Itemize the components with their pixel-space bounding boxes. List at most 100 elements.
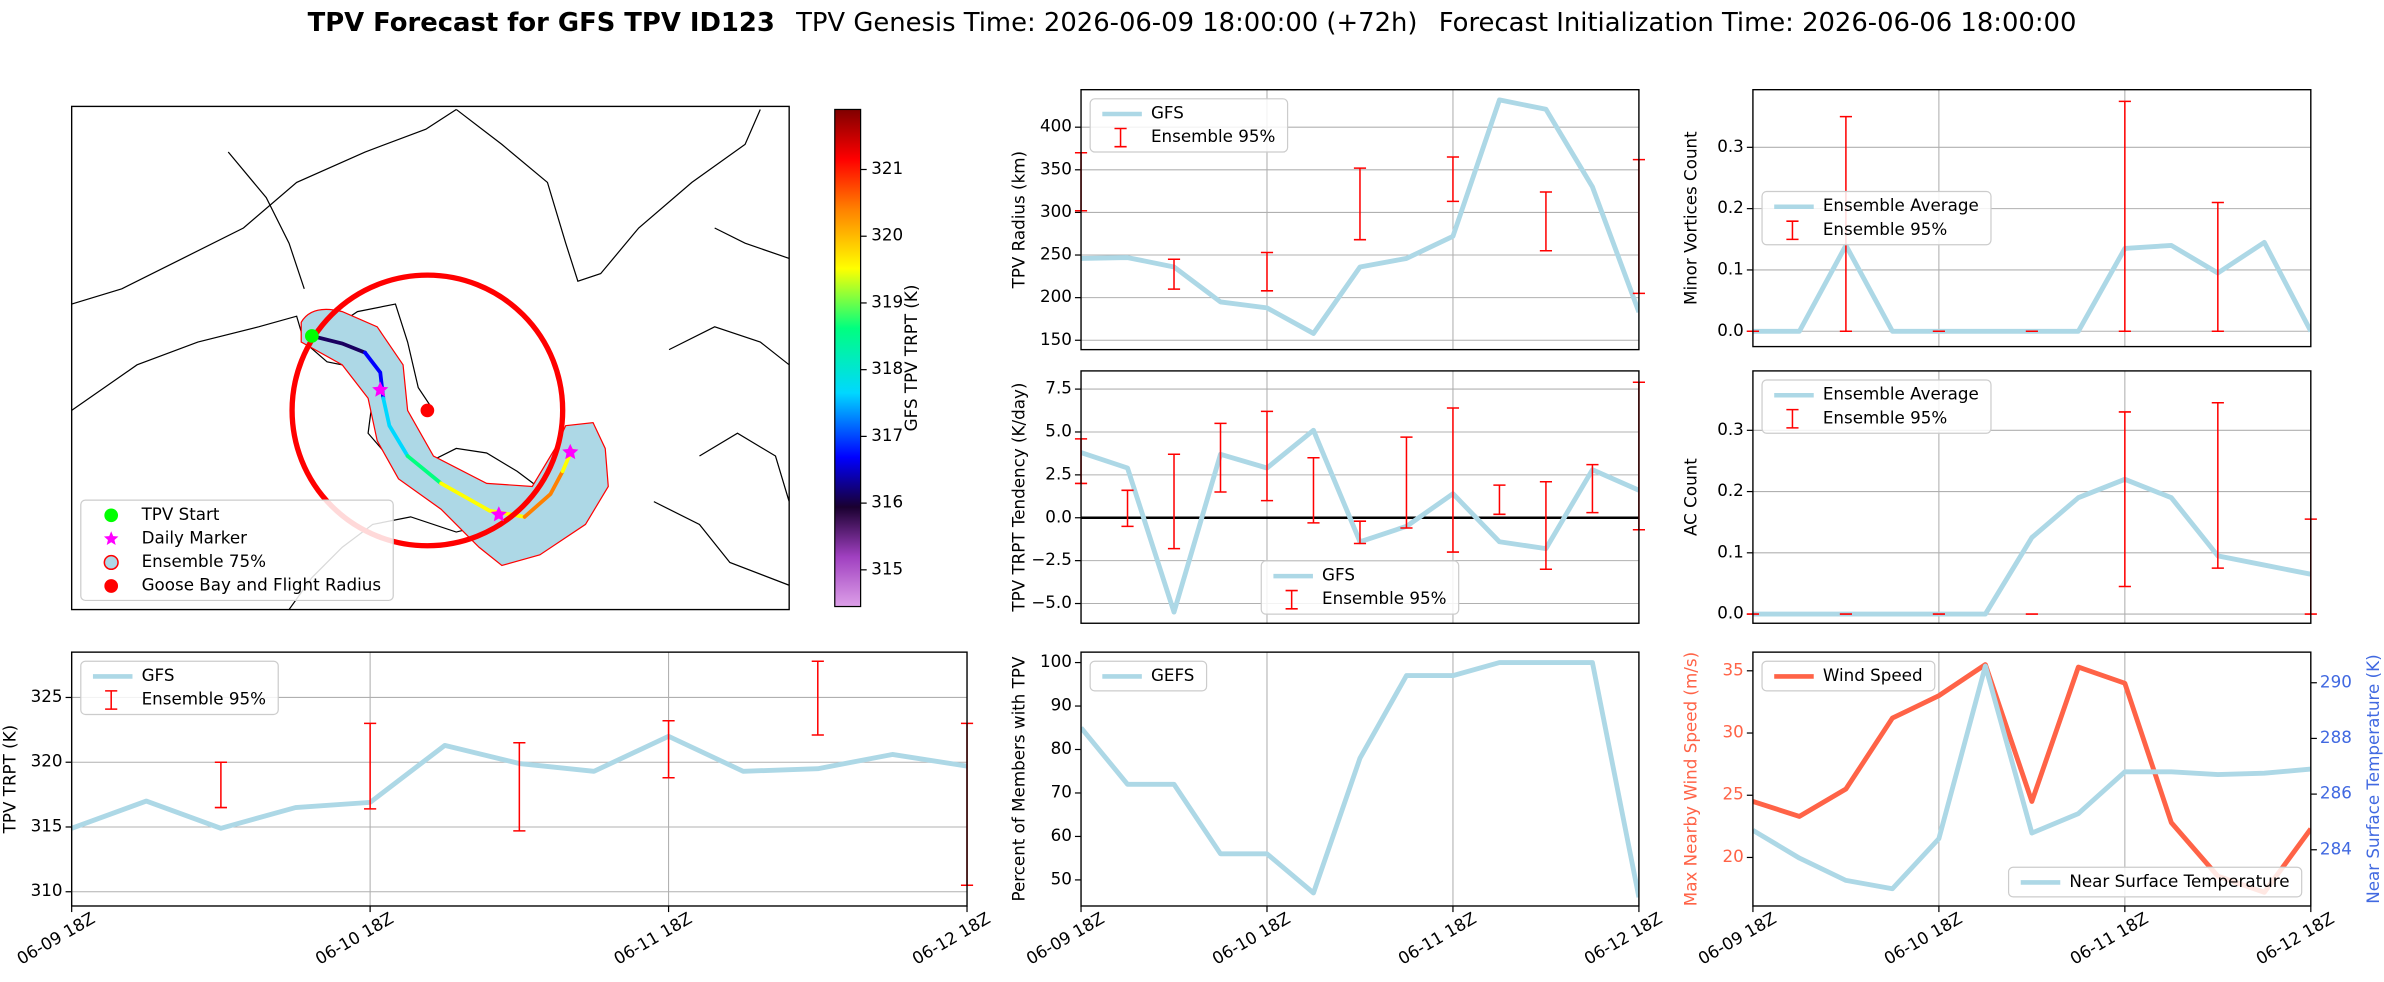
y-tick-label: 0.3 [1717,419,1744,439]
y-axis-label: TPV Radius (km) [1009,151,1029,289]
legend-label: Ensemble 95% [1151,126,1275,146]
error-bar [1167,453,1181,550]
line [1752,476,2311,617]
coast [714,227,790,259]
error-bar [1539,191,1553,252]
error-bar [1539,480,1553,570]
error-bar [2211,401,2224,569]
axes-frame [1080,89,1640,351]
error-bar [1400,436,1413,529]
y-tick-label: 150 [1040,329,1072,349]
legend: GEFS [1089,660,1208,692]
coast [699,432,790,502]
error-bar [811,660,824,736]
colorbar-tick-label: 315 [871,558,903,578]
error-bar [2211,201,2224,333]
error-bar [1353,520,1367,545]
title-main: TPV Forecast for GFS TPV ID123 [308,7,775,37]
legend-label: Goose Bay and Flight Radius [142,575,381,595]
colorbar-label: GFS TPV TRPT (K) [901,285,921,432]
legend: TPV Start Daily Marker Ensemble 75% Goose B… [80,499,394,602]
track-segment [405,454,443,486]
error-bar [1121,489,1134,528]
error-bar [1493,484,1506,516]
colorbar-tick-label: 318 [871,358,903,378]
legend-handle [1114,127,1127,148]
error-bar [1260,410,1274,502]
y-tick-label: 25 [1723,784,1744,804]
y-axis-label: Minor Vortices Count [1681,131,1701,305]
legend-box [1761,660,1936,692]
track-segment [309,334,367,355]
legend-label: GFS [1151,103,1184,123]
line [1081,660,1639,898]
legend-handle [1786,408,1799,429]
legend-handle [1285,589,1298,610]
border [227,151,305,290]
y-tick-label: 0.1 [1717,258,1744,278]
colorbar-tick-label: 316 [871,492,903,512]
y-axis-label: TPV TRPT Tendency (K/day) [1009,383,1029,613]
legend-box [1761,190,1992,246]
legend: GFS Ensemble 95% [80,660,279,716]
y2-tick-label: 290 [2320,671,2352,691]
y-tick-label: 0.2 [1717,480,1744,500]
x-tick-label: 06-11 18Z [1394,908,1479,969]
legend-handle [103,531,119,546]
y-tick-label: 0.0 [1717,320,1744,340]
y-tick-label: 100 [1040,651,1072,671]
y2-axis-label: Near Surface Temperature (K) [2363,654,2383,903]
y-axis-label: TPV TRPT (K) [0,725,19,835]
colorbar-tick-label: 319 [871,291,903,311]
y-tick-label: 0.1 [1717,541,1744,561]
error-bar [1214,422,1227,493]
legend-label: Ensemble 95% [142,689,266,709]
colorbar [834,108,862,608]
legend-handle [104,508,119,523]
x-tick-label: 06-11 18Z [2066,908,2151,969]
error-bar [2118,411,2131,588]
y-tick-label: 70 [1051,781,1072,801]
error-bar [1446,156,1460,203]
legend: Near Surface Temperature [2007,866,2303,898]
y-tick-label: 0.3 [1717,136,1744,156]
coastlines [71,108,790,610]
x-tick-label: 06-09 18Z [1023,908,1108,969]
y-tick-label: 20 [1723,846,1744,866]
x-tick-label: 06-09 18Z [1694,908,1779,969]
legend-label: GEFS [1151,665,1194,685]
colorbar-tick-label: 320 [871,225,903,245]
y2-tick-label: 288 [2320,727,2352,747]
x-tick-label: 06-10 18Z [312,908,397,969]
error-bar [1586,463,1599,514]
flight-radius [289,272,566,549]
x-tick-label: 06-10 18Z [1880,908,1965,969]
error-bar [513,742,526,832]
y-tick-label: 350 [1040,158,1072,178]
legend-box [2007,866,2303,898]
daily-marker [372,381,389,397]
error-bar [1167,258,1181,290]
error-bar [1353,167,1367,241]
legend-handle [103,554,119,571]
legend-label: Ensemble 75% [142,551,266,571]
y-tick-label: 250 [1040,244,1072,264]
legend-box [1089,660,1208,692]
axes-frame [1752,370,2312,624]
y-tick-label: 35 [1723,659,1744,679]
y-tick-label: 7.5 [1045,378,1072,398]
y-axis-label: Max Nearby Wind Speed (m/s) [1681,652,1701,906]
x-tick-label: 06-12 18Z [1580,908,1665,969]
error-bar [662,720,675,779]
y-tick-label: 200 [1040,286,1072,306]
axes-frame [1752,651,2312,907]
y-tick-label: −2.5 [1031,549,1072,569]
coast [668,326,790,366]
y-tick-label: 30 [1723,722,1744,742]
ensemble-area [300,308,609,567]
figure-title: TPV Forecast for GFS TPV ID123 TPV Genesi… [308,7,2077,37]
goose-bay [420,403,435,418]
y-tick-label: 0.2 [1717,197,1744,217]
colorbar-tick-label: 317 [871,425,903,445]
